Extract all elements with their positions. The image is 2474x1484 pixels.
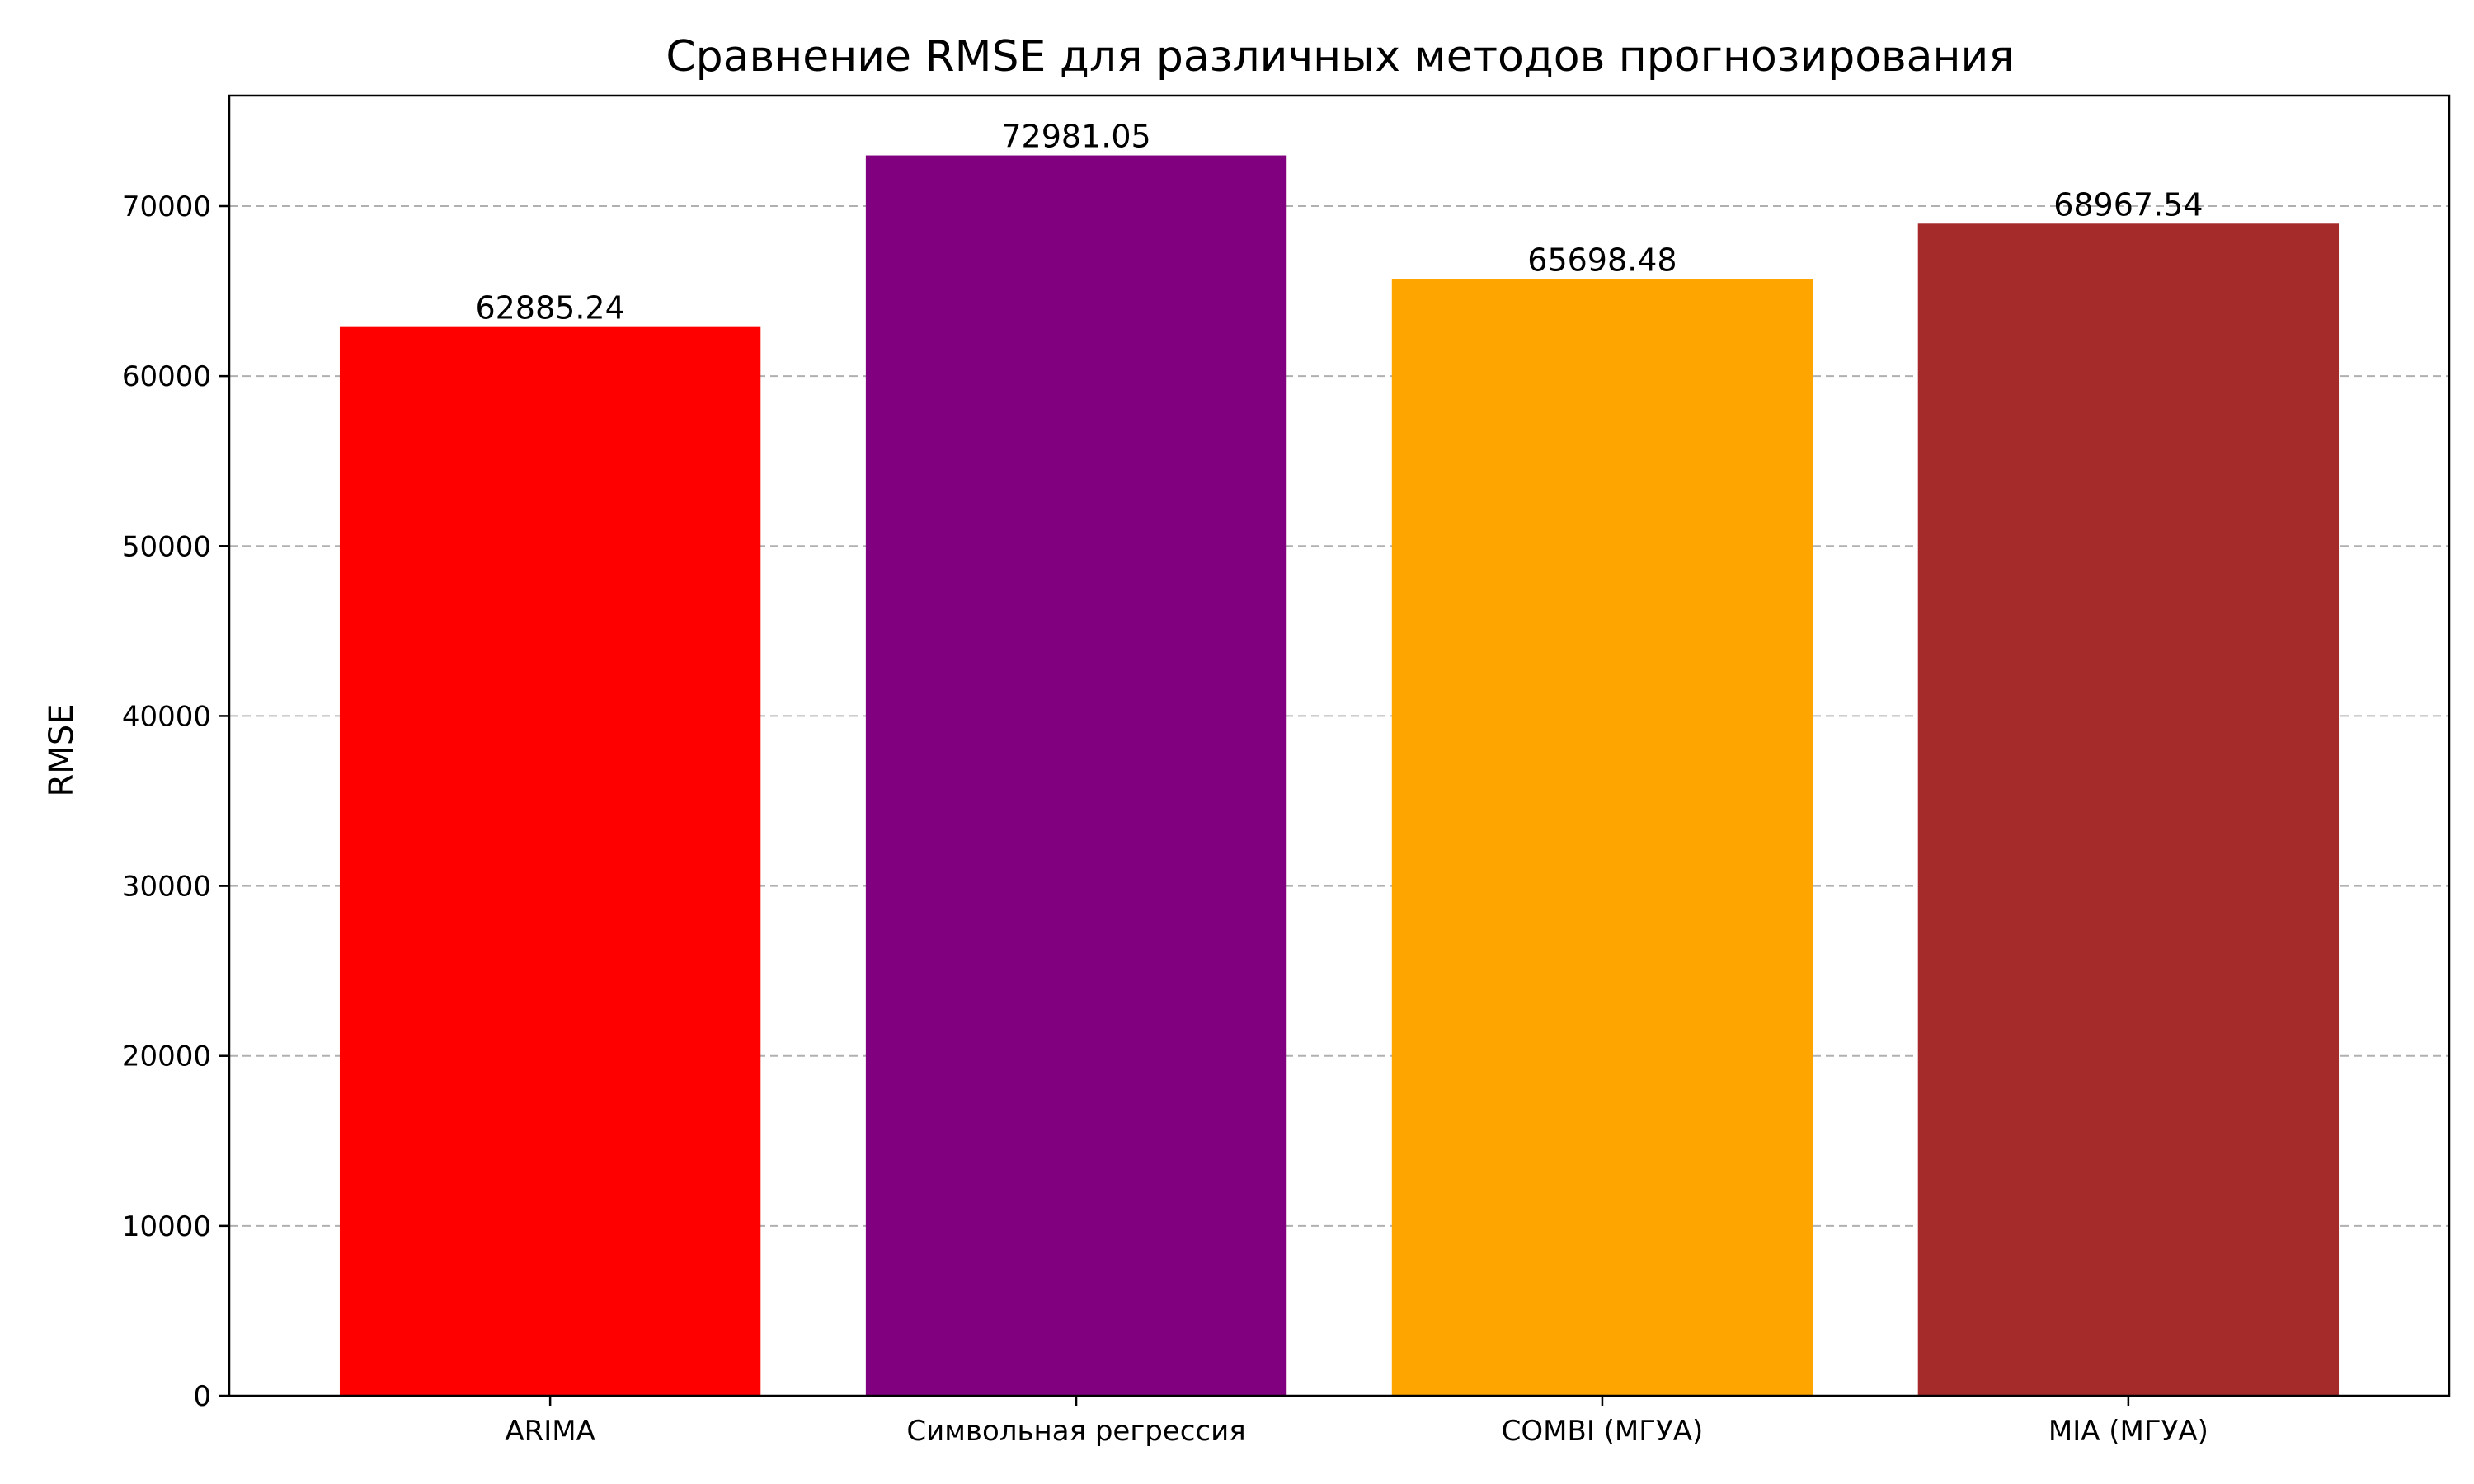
data-label: 68967.54 [2053,186,2203,223]
x-axis: ARIMA Символьная регрессия COMBI (МГУА) MIA… [505,1396,2208,1448]
data-label: 65698.48 [1527,242,1677,279]
x-tick-label: MIA (МГУА) [2048,1415,2208,1448]
y-tick-label: 70000 [122,190,211,223]
y-tick-label: 10000 [122,1210,211,1243]
y-tick-label: 20000 [122,1040,211,1073]
x-tick-label: COMBI (МГУА) [1502,1415,1704,1448]
y-tick-label: 30000 [122,871,211,904]
y-axis-label: RMSE [43,704,81,797]
chart-title: Сравнение RMSE для различных методов про… [666,32,2014,82]
y-tick-label: 0 [193,1380,211,1413]
y-tick-label: 60000 [122,360,211,393]
x-tick-label: Символьная регрессия [906,1415,1245,1448]
bar [865,155,1287,1396]
data-labels: 62885.24 72981.05 65698.48 68967.54 [475,119,2203,326]
bars [339,155,2340,1397]
plot-frame [228,94,2451,1397]
x-tick-label: ARIMA [505,1415,595,1448]
y-tick-label: 50000 [122,530,211,563]
y-axis: 0 10000 20000 30000 40000 50000 60000 70000 [122,190,229,1413]
data-label: 62885.24 [475,290,624,326]
data-label: 72981.05 [1001,119,1150,155]
bar [339,326,761,1397]
y-tick-label: 40000 [122,700,211,733]
bar [1917,223,2340,1396]
bar [1391,279,1813,1396]
